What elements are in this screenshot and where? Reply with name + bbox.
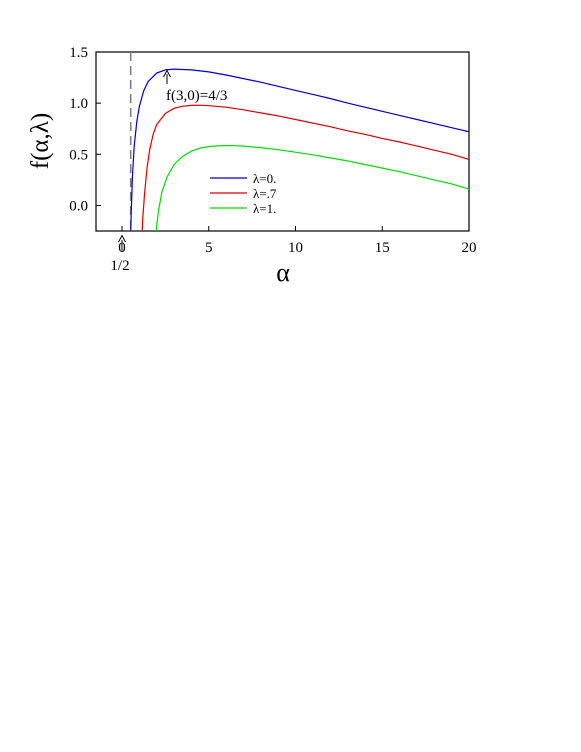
legend-label-3: λ=1. [253, 201, 276, 216]
legend-label-2: λ=.7 [253, 186, 277, 201]
annotation-half-arrow-head [118, 234, 126, 243]
annotation-maximum-label: f(3,0)=4/3 [166, 88, 227, 104]
legend-label-1: λ=0. [253, 171, 276, 186]
x-axis-label: α [276, 258, 290, 287]
y-axis-label: f(α,λ) [27, 113, 54, 169]
annotation-maximum: f(3,0)=4/3 [163, 69, 227, 104]
x-tick-label-15: 15 [375, 240, 390, 256]
series-line-1 [130, 68, 469, 231]
x-tick-label-20: 20 [462, 240, 477, 256]
annotation-maximum-arrow-head [163, 69, 171, 78]
series-layer [130, 68, 469, 231]
x-tick-label-5: 5 [205, 240, 213, 256]
y-tick-label-0-5: 0.5 [69, 147, 88, 163]
y-tick-label-1-5: 1.5 [69, 45, 88, 61]
y-axis-ticks: 0.0 0.5 1.0 1.5 [69, 45, 101, 214]
legend: λ=0.λ=.7λ=1. [210, 171, 277, 216]
series-line-2 [141, 104, 469, 231]
plot-frame [95, 51, 470, 232]
x-tick-label-10: 10 [288, 240, 303, 256]
y-tick-label-0-0: 0.0 [69, 198, 88, 214]
annotation-half-label: 1/2 [110, 258, 129, 274]
series-line-3 [155, 145, 469, 231]
annotation-half: 1/2 [110, 234, 130, 274]
y-tick-label-1-0: 1.0 [69, 96, 88, 112]
